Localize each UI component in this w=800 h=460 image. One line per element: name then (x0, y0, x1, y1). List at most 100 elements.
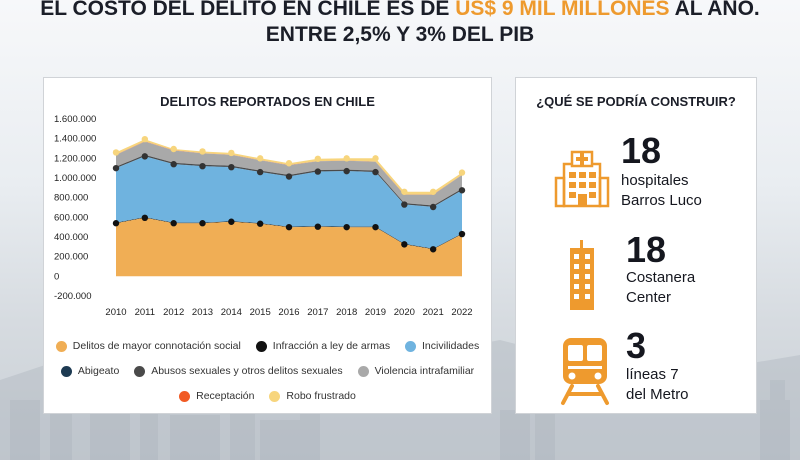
data-point-incivilidades (199, 163, 206, 170)
data-point-frustrado (372, 155, 379, 162)
legend-item-abigeato: Abigeato (60, 365, 120, 377)
data-point-frustrado (141, 135, 149, 143)
chart-panel: DELITOS REPORTADOS EN CHILE 1.600.000 1.4… (43, 77, 492, 414)
data-point-frustrado (401, 188, 408, 195)
data-point-mayor (112, 220, 120, 227)
y-tick-label: 800.000 (54, 193, 88, 204)
hospital-label-2: Barros Luco (621, 192, 702, 209)
headline-amount: US$ 9 MIL MILLONES (455, 0, 670, 20)
x-tick-label: 2010 (105, 307, 126, 318)
y-tick-label: 400.000 (54, 232, 88, 243)
y-tick-label: 200.000 (54, 252, 88, 263)
data-point-incivilidades (314, 168, 322, 175)
data-point-mayor (141, 214, 149, 222)
data-point-mayor (314, 223, 322, 230)
legend-row-2: Abigeato Abusos sexuales y otros delitos… (44, 365, 491, 380)
y-tick-label: 600.000 (54, 212, 88, 223)
data-point-frustrado (343, 155, 350, 162)
data-point-frustrado (170, 145, 177, 153)
legend-label-frustrado: Robo frustrado (286, 390, 356, 402)
y-tick-label: 1.200.000 (54, 153, 96, 164)
legend-label-armas: Infracción a ley de armas (272, 340, 391, 352)
area-chart: 1.600.000 1.400.000 1.200.000 1.000.000 800.… (54, 114, 473, 318)
data-point-mayor (256, 220, 264, 227)
costanera-count: 18 (626, 229, 667, 270)
legend-dot-frustrado (269, 390, 281, 402)
x-tick-label: 2022 (451, 307, 472, 318)
legend-dot-mayor (55, 340, 67, 352)
data-point-mayor (170, 220, 177, 227)
costanera-label-2: Center (626, 289, 672, 306)
headline-line1-post: AL AÑO. (669, 0, 760, 20)
legend-label-abusos: Abusos sexuales y otros delitos sexuales (151, 365, 343, 377)
metro-label-1: líneas 7 (626, 366, 679, 383)
data-point-incivilidades (170, 161, 177, 168)
data-point-incivilidades (228, 163, 235, 171)
data-point-frustrado (285, 160, 293, 167)
legend-label-violencia: Violencia intrafamiliar (374, 365, 475, 377)
data-point-frustrado (112, 149, 120, 156)
skyscraper-icon (570, 240, 594, 310)
metro-train-icon (561, 338, 609, 405)
data-point-mayor (458, 230, 466, 238)
y-tick-label: 1.600.000 (54, 114, 96, 125)
x-tick-label: 2016 (278, 307, 299, 318)
legend-dot-abusos (134, 365, 146, 377)
data-point-frustrado (429, 188, 437, 195)
legend-item-incivilidades: Incivilidades (405, 340, 479, 352)
construction-title: ¿QUÉ SE PODRÍA CONSTRUIR? (536, 94, 736, 109)
data-point-incivilidades (343, 167, 350, 175)
chart-title: DELITOS REPORTADOS EN CHILE (160, 94, 375, 109)
legend-item-violencia: Violencia intrafamiliar (357, 365, 475, 377)
legend-label-mayor: Delitos de mayor connotación social (72, 340, 241, 352)
legend-label-receptacion: Receptación (196, 390, 255, 402)
construction-panel: ¿QUÉ SE PODRÍA CONSTRUIR? 18 hospitales … (515, 77, 757, 414)
hospital-label-1: hospitales (621, 172, 689, 189)
legend-item-abusos: Abusos sexuales y otros delitos sexuales (134, 365, 343, 377)
x-tick-label: 2013 (192, 307, 213, 318)
legend-item-armas: Infracción a ley de armas (255, 340, 391, 352)
headline-line2: ENTRE 2,5% Y 3% DEL PIB (265, 23, 535, 46)
data-point-mayor (401, 241, 408, 248)
x-tick-label: 2012 (163, 307, 184, 318)
data-point-mayor (285, 223, 293, 231)
data-point-incivilidades (458, 187, 466, 194)
x-tick-label: 2020 (394, 307, 415, 318)
metro-label-2: del Metro (626, 386, 689, 403)
legend-item-receptacion: Receptación (179, 390, 254, 402)
area-band-mayor (116, 217, 462, 277)
data-point-frustrado (228, 149, 235, 157)
legend-dot-abigeato (60, 365, 72, 377)
y-tick-label: -200.000 (54, 291, 92, 302)
legend-row-1: Delitos de mayor connotación social Infr… (44, 340, 491, 355)
legend-dot-incivilidades (405, 340, 417, 352)
data-point-incivilidades (401, 201, 408, 208)
x-tick-label: 2014 (221, 307, 242, 318)
y-tick-label: 1.000.000 (54, 173, 96, 184)
costanera-label-1: Costanera (626, 269, 696, 286)
metro-count: 3 (626, 325, 647, 366)
legend-dot-armas (255, 340, 267, 352)
legend-row-3: Receptación Robo frustrado (44, 390, 491, 405)
headline-line1-pre: EL COSTO DEL DELITO EN CHILE ES DE (40, 0, 456, 20)
x-tick-label: 2011 (135, 307, 155, 318)
legend-dot-violencia (357, 365, 369, 377)
data-point-frustrado (256, 155, 264, 162)
headline-line1: EL COSTO DEL DELITO EN CHILE ES DE US$ 9… (0, 0, 800, 22)
data-point-mayor (228, 218, 235, 225)
hospital-icon (554, 150, 610, 208)
data-point-incivilidades (429, 203, 437, 211)
data-point-mayor (343, 223, 350, 231)
data-point-incivilidades (256, 168, 264, 176)
data-point-mayor (199, 220, 206, 227)
data-point-frustrado (314, 155, 322, 163)
data-point-incivilidades (112, 164, 120, 172)
legend-label-incivilidades: Incivilidades (422, 340, 480, 352)
x-tick-label: 2018 (336, 307, 357, 318)
data-point-mayor (372, 223, 379, 231)
x-tick-label: 2015 (250, 307, 271, 318)
data-point-frustrado (458, 169, 466, 176)
legend-item-mayor: Delitos de mayor connotación social (55, 340, 241, 352)
y-tick-label: 0 (54, 271, 59, 282)
legend-label-abigeato: Abigeato (77, 365, 120, 377)
